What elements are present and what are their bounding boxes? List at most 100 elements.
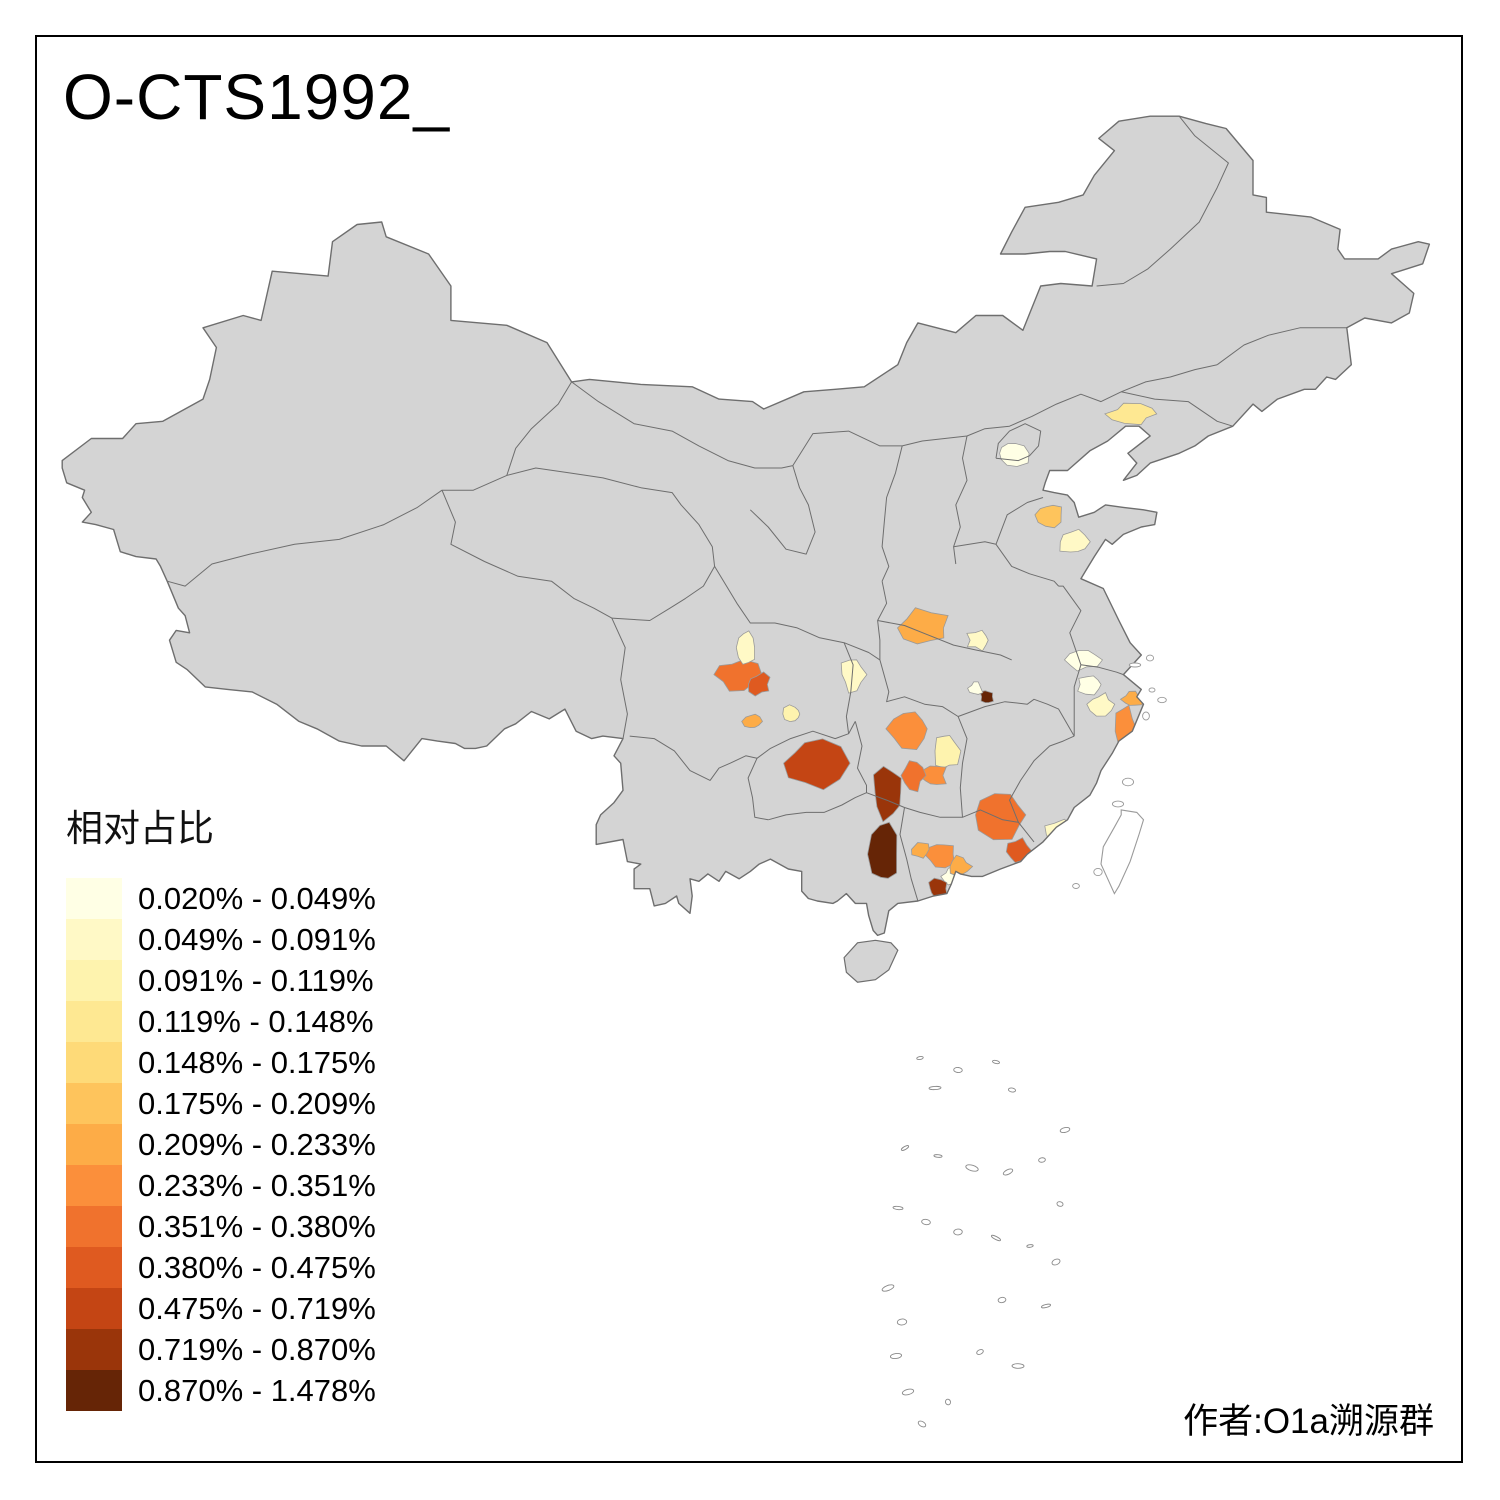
map-region-hangzhou-pale <box>1077 675 1102 696</box>
province-border-line <box>506 467 716 621</box>
sea-islet-speck <box>1002 1168 1014 1176</box>
province-border-line <box>747 758 769 821</box>
province-border-line <box>854 721 867 793</box>
province-border-line <box>1009 735 1075 823</box>
legend-swatch <box>66 1124 122 1165</box>
islet <box>1148 687 1156 693</box>
legend-swatch <box>66 1001 122 1042</box>
map-region-guangdong-coast <box>977 872 1024 895</box>
map-region-hunan-north <box>885 711 928 751</box>
sea-islet-speck <box>1026 1244 1034 1248</box>
legend-swatch <box>66 960 122 1001</box>
sea-islet-speck <box>900 1145 910 1151</box>
legend-item: 0.380% - 0.475% <box>66 1247 376 1288</box>
plot-title: O-CTS1992_ <box>63 61 451 133</box>
sea-islet-speck <box>921 1218 931 1226</box>
sea-islet-speck <box>990 1234 1002 1242</box>
province-border-line <box>1080 664 1124 676</box>
sea-islet-speck <box>1038 1157 1046 1163</box>
legend: 相对占比 0.020% - 0.049% 0.049% - 0.091% 0.091… <box>66 798 376 1411</box>
mainland-shape <box>62 116 1430 936</box>
province-border-line <box>167 381 573 587</box>
sea-islet-speck <box>1059 1126 1071 1134</box>
legend-item: 0.233% - 0.351% <box>66 1165 376 1206</box>
map-region-hubei-west-pale <box>840 659 868 694</box>
legend-range-label: 0.020% - 0.049% <box>138 880 376 916</box>
province-border-line <box>881 445 903 582</box>
sea-islet-speck <box>933 1154 943 1158</box>
sea-islet-speck <box>1056 1201 1064 1207</box>
legend-swatch <box>66 1206 122 1247</box>
province-border-line <box>629 735 758 781</box>
province-border-line <box>953 541 1059 587</box>
sea-islet-speck <box>928 1085 942 1091</box>
legend-swatch <box>66 1247 122 1288</box>
legend-swatch <box>66 1083 122 1124</box>
legend-swatch <box>66 878 122 919</box>
legend-swatch <box>66 1329 122 1370</box>
province-border-line <box>843 642 854 734</box>
legend-item: 0.209% - 0.233% <box>66 1124 376 1165</box>
legend-swatch <box>66 1042 122 1083</box>
legend-swatch <box>66 1370 122 1411</box>
map-region-hubei-east-dark <box>979 690 994 704</box>
sea-islet-speck <box>976 1349 984 1355</box>
legend-range-label: 0.119% - 0.148% <box>138 1003 374 1039</box>
hainan-island <box>844 940 898 983</box>
province-border-line <box>957 716 968 818</box>
islet <box>1157 696 1167 704</box>
hainan-outline <box>843 939 899 983</box>
province-border-line <box>877 620 1012 661</box>
map-region-chongqing-south-pale <box>782 704 801 723</box>
legend-title: 相对占比 <box>66 808 214 849</box>
province-border-line <box>879 659 959 717</box>
province-border-line <box>1096 116 1229 287</box>
legend-swatch <box>66 1165 122 1206</box>
province-border-line <box>866 792 1035 843</box>
map-region-chengdu-east <box>747 671 771 697</box>
legend-item: 0.020% - 0.049% <box>66 878 376 919</box>
legend-range-label: 0.091% - 0.119% <box>138 962 374 998</box>
province-border-line <box>1216 327 1347 366</box>
legend-items: 0.020% - 0.049% 0.049% - 0.091% 0.091% - 0… <box>66 878 376 1411</box>
islet <box>1072 883 1080 889</box>
sea-islet-speck <box>953 1067 963 1073</box>
map-region-guizhou-north <box>783 738 851 791</box>
map-region-hubei-east-pale <box>967 681 984 695</box>
sea-islet-speck <box>953 1228 963 1236</box>
legend-swatch <box>66 1288 122 1329</box>
province-border-line <box>441 490 628 739</box>
province-border-line <box>1073 664 1082 737</box>
sea-islet-speck <box>896 1318 908 1326</box>
sea-islet-speck <box>997 1296 1007 1304</box>
sea-islet-speck <box>1011 1363 1025 1369</box>
sea-islet-speck <box>892 1205 904 1211</box>
legend-item: 0.870% - 1.478% <box>66 1370 376 1411</box>
author-credit: 作者:O1a溯源群 <box>1183 1402 1434 1441</box>
islet <box>1093 867 1103 877</box>
legend-range-label: 0.175% - 0.209% <box>138 1085 376 1121</box>
sea-islet-speck <box>1007 1087 1017 1093</box>
legend-item: 0.049% - 0.091% <box>66 919 376 960</box>
islet <box>1142 711 1150 721</box>
map-region-beijing <box>999 443 1030 467</box>
sea-islet-speck <box>917 1420 927 1428</box>
province-border-line <box>957 698 1075 737</box>
legend-item: 0.719% - 0.870% <box>66 1329 376 1370</box>
legend-item: 0.091% - 0.119% <box>66 960 376 1001</box>
map-region-sichuan-north-pale <box>735 630 755 665</box>
map-region-shandong-north <box>1034 504 1062 529</box>
legend-range-label: 0.148% - 0.175% <box>138 1044 376 1080</box>
map-region-guangxi-center-darkest <box>867 821 898 879</box>
legend-item: 0.119% - 0.148% <box>66 1001 376 1042</box>
legend-range-label: 0.209% - 0.233% <box>138 1126 376 1162</box>
sea-islet-speck <box>945 1398 951 1406</box>
south-china-sea-islands <box>881 1055 1071 1428</box>
taiwan-island <box>1100 809 1145 895</box>
map-region-xiamen <box>1062 837 1077 852</box>
province-border-line <box>995 423 1042 462</box>
legend-range-label: 0.351% - 0.380% <box>138 1208 376 1244</box>
province-border-line <box>1121 391 1233 427</box>
sea-islet-speck <box>965 1164 979 1172</box>
sea-islet-speck <box>916 1055 924 1061</box>
